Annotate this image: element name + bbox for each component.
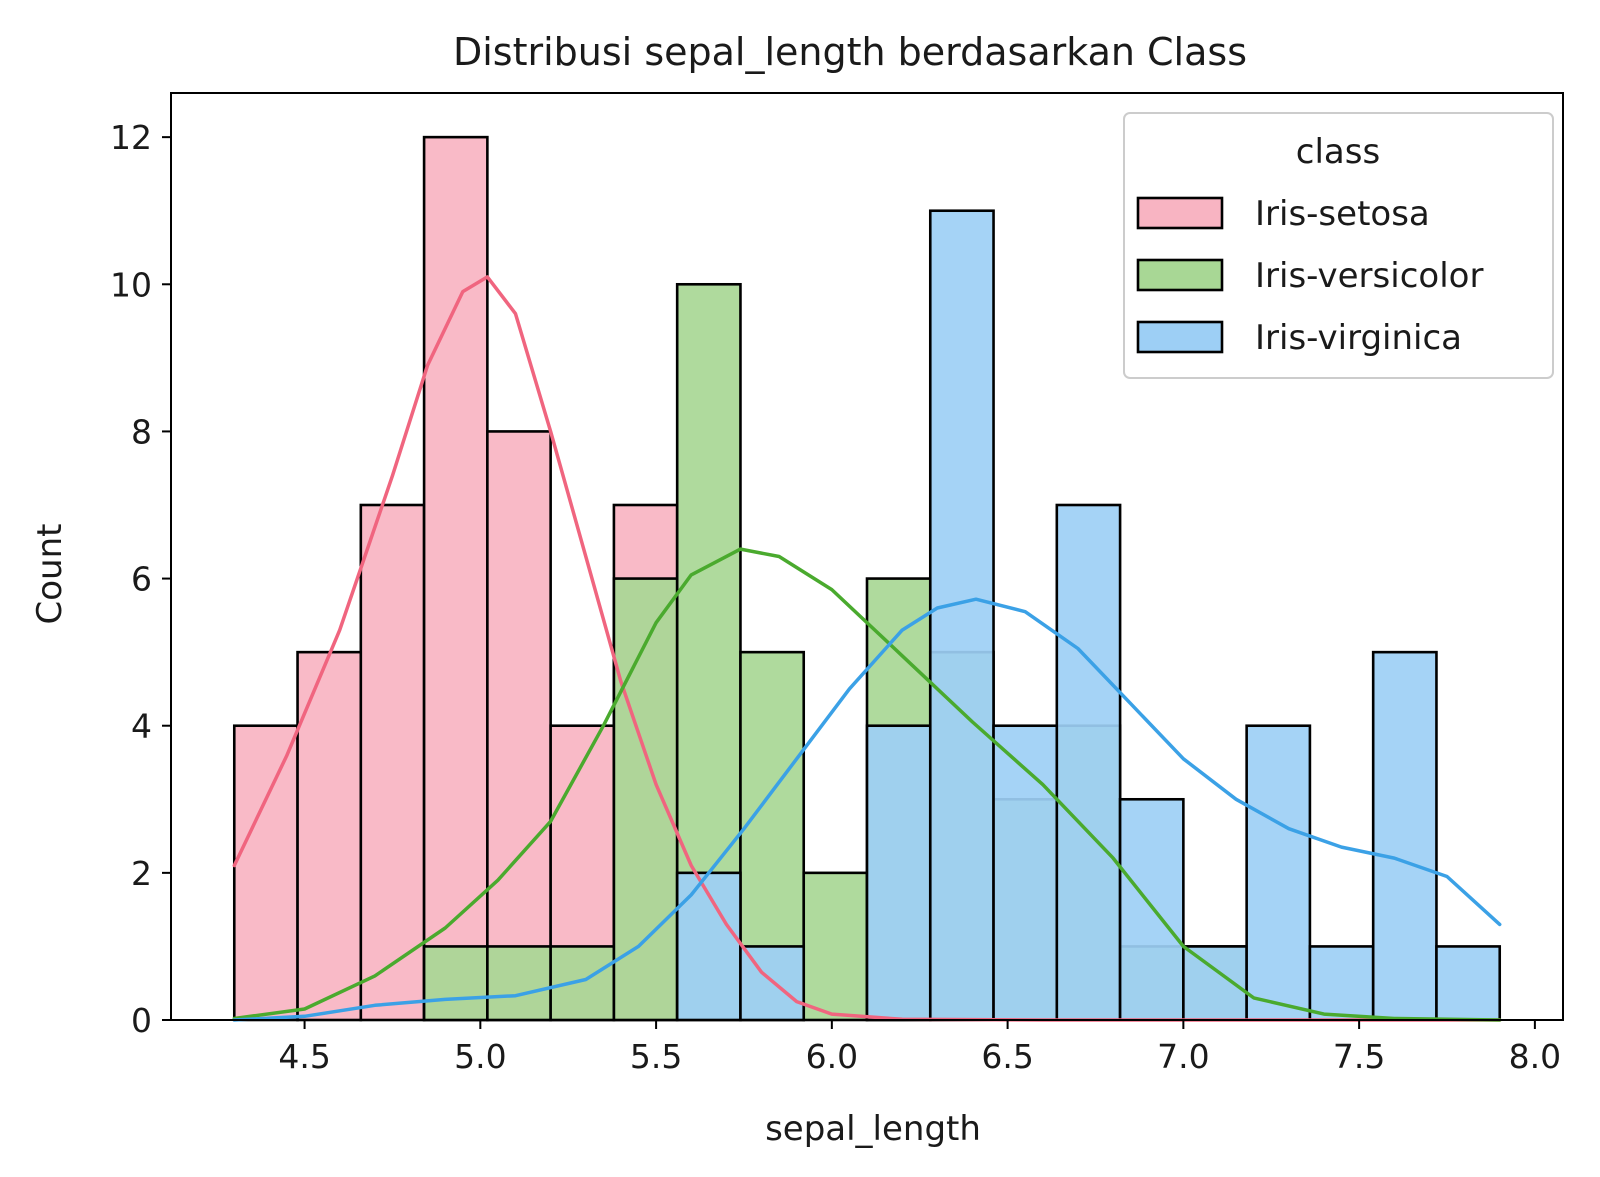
x-tick-label: 6.0 — [806, 1037, 858, 1076]
iris-setosa-kde-line — [232, 275, 1502, 1022]
iris-setosa-bar — [359, 503, 426, 1022]
y-tick-label: 8 — [131, 412, 152, 451]
x-axis-label: sepal_length — [765, 1109, 981, 1149]
legend-swatch — [1136, 258, 1224, 292]
iris-virginica-bar — [928, 209, 995, 1022]
legend-items: Iris-setosa Iris-versicolor Iris-virginica — [1136, 194, 1483, 358]
y-tick-label: 0 — [131, 1001, 152, 1040]
iris-versicolor-bar — [802, 871, 869, 1022]
bars-layer — [232, 135, 1502, 1022]
plot-frame — [170, 92, 1564, 1021]
legend-label: Iris-versicolor — [1255, 256, 1483, 296]
x-tick-label: 5.5 — [630, 1037, 682, 1076]
legend-title: class — [1296, 132, 1380, 172]
iris-virginica-bar — [1118, 797, 1185, 1022]
iris-setosa-bar — [296, 650, 363, 1022]
x-tick-label: 7.0 — [1157, 1037, 1209, 1076]
x-tick-label: 7.5 — [1333, 1037, 1385, 1076]
iris-versicolor-bar — [549, 945, 616, 1022]
iris-versicolor-bar — [486, 945, 552, 1022]
x-tick-label: 5.0 — [454, 1037, 506, 1076]
iris-virginica-kde-line — [232, 597, 1502, 1022]
x-axis: 4.5 5.0 5.5 6.0 6.5 7.0 7.5 8.0 — [278, 1020, 1561, 1076]
iris-virginica-bar — [865, 724, 932, 1022]
y-axis: 0 2 4 6 8 10 12 — [110, 118, 171, 1040]
y-tick-label: 12 — [110, 118, 152, 157]
iris-versicolor-kde-line — [232, 547, 1502, 1022]
iris-versicolor-bar — [422, 945, 489, 1022]
iris-setosa-bar — [486, 430, 552, 1022]
legend-label: Iris-setosa — [1255, 194, 1430, 234]
chart-title: Distribusi sepal_length berdasarkan Clas… — [453, 30, 1247, 74]
legend-swatch — [1136, 196, 1224, 230]
iris-virginica-bar — [1245, 724, 1312, 1022]
iris-setosa-bars — [232, 135, 679, 1022]
x-tick-label: 4.5 — [278, 1037, 330, 1076]
x-tick-label: 6.5 — [981, 1037, 1033, 1076]
iris-virginica-bar — [1435, 945, 1502, 1022]
iris-virginica-bar — [1308, 945, 1375, 1022]
legend: class Iris-setosa Iris-versicolor Iris-vir… — [1123, 112, 1554, 379]
legend-box — [1123, 112, 1554, 379]
iris-virginica-bar — [1055, 503, 1122, 1022]
y-tick-label: 2 — [131, 854, 152, 893]
iris-setosa-bar — [422, 135, 489, 1022]
y-tick-label: 6 — [131, 560, 152, 599]
x-tick-label: 8.0 — [1509, 1037, 1561, 1076]
y-tick-label: 10 — [110, 265, 152, 304]
legend-label: Iris-virginica — [1255, 318, 1462, 358]
iris-virginica-bar — [1182, 945, 1248, 1022]
kde-layer — [232, 275, 1502, 1022]
iris-setosa-bar — [232, 724, 299, 1022]
legend-swatch — [1136, 320, 1224, 354]
y-axis-label: Count — [30, 524, 70, 625]
y-tick-label: 4 — [131, 707, 152, 746]
iris-virginica-bar — [1371, 650, 1438, 1022]
